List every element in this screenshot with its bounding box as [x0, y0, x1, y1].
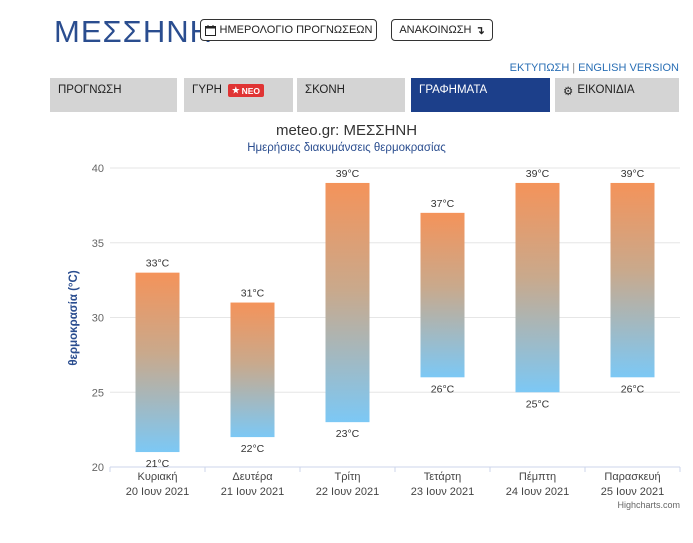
tab-pollen[interactable]: ΓΥΡΗ ★ ΝΕΟ: [184, 78, 293, 112]
y-axis-title: θερμοκρασία (°C): [68, 270, 80, 366]
y-tick-label: 25: [92, 387, 104, 399]
page-title: ΜΕΣΣΗΝΗ: [54, 14, 213, 49]
x-tick-date: 21 Ιουν 2021: [221, 486, 285, 498]
y-tick-label: 40: [92, 163, 104, 175]
x-tick-date: 22 Ιουν 2021: [316, 486, 380, 498]
max-temp-label: 39°C: [336, 168, 360, 180]
x-tick-day: Παρασκευή: [604, 471, 660, 483]
highcharts-credit[interactable]: Highcharts.com: [617, 500, 680, 510]
x-tick-date: 20 Ιουν 2021: [126, 486, 190, 498]
gear-icon: ⚙: [563, 86, 574, 98]
links-separator: |: [572, 62, 576, 74]
x-tick-day: Δευτέρα: [232, 471, 273, 483]
forecast-calendar-label: ΗΜΕΡΟΛΟΓΙΟ ΠΡΟΓΝΩΣΕΩΝ: [219, 24, 373, 36]
temperature-range-bar[interactable]: [230, 302, 275, 438]
y-tick-label: 30: [92, 313, 104, 325]
min-temp-label: 25°C: [526, 398, 550, 410]
x-tick-date: 23 Ιουν 2021: [411, 486, 475, 498]
x-tick-day: Κυριακή: [137, 471, 177, 483]
x-tick-day: Πέμπτη: [519, 471, 556, 483]
star-icon: ★: [231, 85, 240, 95]
max-temp-label: 37°C: [431, 198, 455, 210]
forecast-calendar-button[interactable]: ΗΜΕΡΟΛΟΓΙΟ ΠΡΟΓΝΩΣΕΩΝ: [200, 19, 377, 41]
temperature-range-bar[interactable]: [135, 272, 180, 453]
x-tick-day: Τρίτη: [335, 471, 361, 483]
badge-label: ΝΕΟ: [241, 85, 261, 96]
tab-forecast[interactable]: ΠΡΟΓΝΩΣΗ: [50, 78, 177, 112]
temperature-range-bar[interactable]: [515, 182, 560, 393]
announcement-label: ΑΝΑΚΟΙΝΩΣΗ: [399, 24, 472, 36]
tab-label: ΠΡΟΓΝΩΣΗ: [58, 84, 122, 96]
announcement-button[interactable]: ΑΝΑΚΟΙΝΩΣΗ ↴: [391, 19, 493, 41]
tab-label: ΓΡΑΦΗΜΑΤΑ: [419, 84, 488, 96]
min-temp-label: 26°C: [431, 383, 455, 395]
tab-label: ΣΚΟΝΗ: [305, 84, 345, 96]
english-version-link[interactable]: ENGLISH VERSION: [578, 62, 679, 74]
min-temp-label: 21°C: [146, 458, 170, 470]
nav-tabs: ΠΡΟΓΝΩΣΗ ΓΥΡΗ ★ ΝΕΟ ΣΚΟΝΗ ΓΡΑΦΗΜΑΤΑ ⚙ ΕΙΚ…: [50, 78, 679, 112]
print-link[interactable]: ΕΚΤΥΠΩΣΗ: [509, 62, 570, 74]
min-temp-label: 23°C: [336, 428, 360, 440]
turn-arrow-icon: ↴: [475, 24, 485, 37]
temperature-range-bar[interactable]: [610, 182, 655, 378]
max-temp-label: 39°C: [621, 168, 645, 180]
temperature-range-bar[interactable]: [325, 182, 370, 423]
min-temp-label: 22°C: [241, 443, 265, 455]
y-tick-label: 35: [92, 238, 104, 250]
max-temp-label: 39°C: [526, 168, 550, 180]
temperature-range-bar[interactable]: [420, 212, 465, 378]
tab-charts[interactable]: ΓΡΑΦΗΜΑΤΑ: [411, 78, 550, 112]
tab-label: ΓΥΡΗ: [192, 84, 222, 96]
calendar-icon: [204, 24, 216, 36]
tab-icons[interactable]: ⚙ ΕΙΚΟΝΙΔΙΑ: [555, 78, 679, 112]
y-tick-label: 20: [92, 462, 104, 474]
max-temp-label: 31°C: [241, 288, 265, 300]
tab-dust[interactable]: ΣΚΟΝΗ: [297, 78, 405, 112]
x-tick-date: 24 Ιουν 2021: [506, 486, 570, 498]
new-badge: ★ ΝΕΟ: [227, 84, 265, 97]
max-temp-label: 33°C: [146, 258, 170, 270]
x-tick-day: Τετάρτη: [424, 471, 462, 483]
top-links: ΕΚΤΥΠΩΣΗ | ENGLISH VERSION: [510, 62, 679, 74]
min-temp-label: 26°C: [621, 383, 645, 395]
chart-title: meteo.gr: ΜΕΣΣΗΝΗ: [275, 122, 418, 139]
x-tick-date: 25 Ιουν 2021: [601, 486, 665, 498]
chart-subtitle: Ημερήσιες διακυμάνσεις θερμοκρασίας: [247, 142, 446, 154]
tab-label: ΕΙΚΟΝΙΔΙΑ: [577, 84, 635, 96]
